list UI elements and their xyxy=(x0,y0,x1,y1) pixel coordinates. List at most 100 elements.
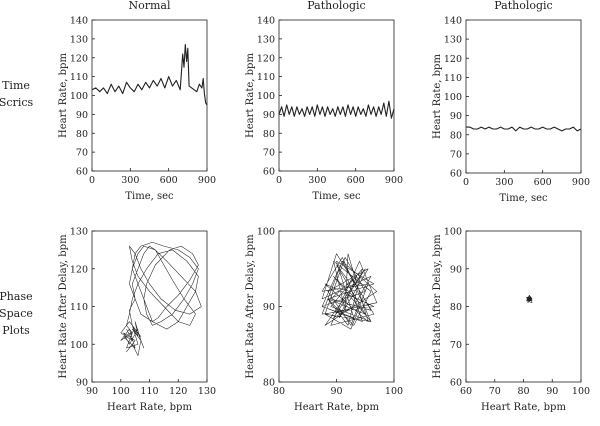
x-tick-label: 600 xyxy=(347,175,365,186)
y-axis-label: Heart Rate After Delay, bpm xyxy=(58,234,69,379)
y-tick-label: 90 xyxy=(76,378,88,389)
x-tick-label: 70 xyxy=(489,386,501,397)
y-tick-label: 110 xyxy=(70,302,88,313)
x-tick-label: 130 xyxy=(198,386,216,397)
y-tick-label: 60 xyxy=(450,378,462,389)
x-tick-label: 900 xyxy=(572,177,590,188)
y-tick-label: 140 xyxy=(444,16,462,27)
y-tick-label: 60 xyxy=(76,167,88,178)
row-label-phase: Phase Space Plots xyxy=(0,290,33,337)
x-tick-label: 0 xyxy=(276,175,282,186)
heart-rate-line xyxy=(91,43,208,106)
y-tick-label: 90 xyxy=(450,264,462,275)
x-tick-label: 300 xyxy=(308,175,326,186)
y-tick-label: 100 xyxy=(70,91,88,102)
x-tick-label: 80 xyxy=(517,386,529,397)
y-tick-label: 60 xyxy=(450,169,462,180)
panel-ts2: Pathologic 0 300 600 900 60 70 80 90 100 110 120 130… xyxy=(245,0,403,202)
chart-title: Normal xyxy=(128,0,170,12)
x-axis-label: Time, sec xyxy=(312,191,361,202)
y-tick-label: 90 xyxy=(263,302,275,313)
row-label-phase-line-1: Phase xyxy=(0,290,33,303)
y-tick-label: 90 xyxy=(263,110,275,121)
plot-frame xyxy=(278,19,395,172)
y-tick-label: 100 xyxy=(444,227,462,238)
x-tick-label: 0 xyxy=(89,175,95,186)
row-label-phase-line-2: Space xyxy=(0,307,33,320)
x-tick-label: 900 xyxy=(385,175,403,186)
plot-frame xyxy=(465,230,582,383)
y-tick-label: 100 xyxy=(444,92,462,103)
x-tick-label: 90 xyxy=(546,386,558,397)
y-tick-label: 70 xyxy=(76,148,88,159)
x-tick-label: 80 xyxy=(273,386,285,397)
phase-cluster xyxy=(526,296,532,302)
panel-ps1: 90 100 110 120 130 90 100 110 120 130 Heart Rate, … xyxy=(58,227,216,414)
x-tick-label: 100 xyxy=(572,386,590,397)
x-tick-label: 300 xyxy=(121,175,139,186)
x-tick-label: 900 xyxy=(198,175,216,186)
x-tick-label: 110 xyxy=(140,386,158,397)
y-tick-label: 100 xyxy=(257,227,275,238)
y-tick-label: 70 xyxy=(263,148,275,159)
y-tick-label: 130 xyxy=(444,35,462,46)
y-tick-label: 80 xyxy=(76,129,88,140)
row-label-time-line-1: Time xyxy=(2,79,30,92)
x-tick-label: 120 xyxy=(169,386,187,397)
y-tick-label: 80 xyxy=(450,302,462,313)
panel-ts1: Normal 0 300 600 900 60 70 80 90 100 110 120 130 140 T… xyxy=(58,0,216,202)
y-tick-label: 70 xyxy=(450,149,462,160)
y-tick-label: 110 xyxy=(70,72,88,83)
y-tick-label: 80 xyxy=(263,378,275,389)
y-tick-label: 90 xyxy=(76,110,88,121)
y-tick-label: 100 xyxy=(70,340,88,351)
y-tick-label: 80 xyxy=(263,129,275,140)
y-tick-label: 120 xyxy=(70,53,88,64)
y-tick-label: 120 xyxy=(257,53,275,64)
y-tick-label: 90 xyxy=(450,111,462,122)
x-axis-label: Heart Rate, bpm xyxy=(294,402,379,413)
y-tick-label: 60 xyxy=(263,167,275,178)
y-axis-label: Heart Rate After Delay, bpm xyxy=(432,234,443,379)
panel-ps2: 80 90 100 80 90 100 Heart Rate, bpm Heart Rate … xyxy=(245,227,403,414)
heart-rate-line xyxy=(466,126,582,132)
x-tick-label: 600 xyxy=(534,177,552,188)
x-tick-label: 0 xyxy=(463,177,469,188)
row-label-phase-line-3: Plots xyxy=(2,324,30,337)
heart-rate-line xyxy=(278,100,395,119)
y-tick-label: 130 xyxy=(257,34,275,45)
y-tick-label: 130 xyxy=(70,227,88,238)
row-label-time-line-2: Scrics xyxy=(0,96,33,109)
y-tick-label: 140 xyxy=(70,16,88,27)
y-axis-label: Heart Rate, bpm xyxy=(432,54,443,139)
y-tick-label: 130 xyxy=(70,34,88,45)
y-tick-label: 80 xyxy=(450,130,462,141)
plot-frame xyxy=(91,19,208,172)
y-axis-label: Heart Rate After Delay, bpm xyxy=(245,234,256,379)
x-tick-label: 600 xyxy=(160,175,178,186)
y-tick-label: 120 xyxy=(70,264,88,275)
chart-title: Pathologic xyxy=(494,0,552,12)
phase-trajectory xyxy=(321,253,378,330)
y-axis-label: Heart Rate, bpm xyxy=(245,53,256,138)
x-tick-label: 90 xyxy=(86,386,98,397)
phase-trajectory xyxy=(120,242,202,356)
y-tick-label: 100 xyxy=(257,91,275,102)
y-tick-label: 70 xyxy=(450,340,462,351)
x-tick-label: 300 xyxy=(495,177,513,188)
y-tick-label: 110 xyxy=(444,73,462,84)
x-axis-label: Time, sec xyxy=(499,193,548,204)
x-tick-label: 100 xyxy=(385,386,403,397)
y-tick-label: 120 xyxy=(444,54,462,65)
y-axis-label: Heart Rate, bpm xyxy=(58,53,69,138)
x-axis-label: Heart Rate, bpm xyxy=(481,402,566,413)
x-tick-label: 60 xyxy=(460,386,472,397)
y-tick-label: 110 xyxy=(257,72,275,83)
y-tick-label: 140 xyxy=(257,16,275,27)
x-tick-label: 100 xyxy=(112,386,130,397)
plot-frame xyxy=(465,19,582,174)
x-tick-label: 90 xyxy=(330,386,342,397)
chart-title: Pathologic xyxy=(307,0,365,12)
